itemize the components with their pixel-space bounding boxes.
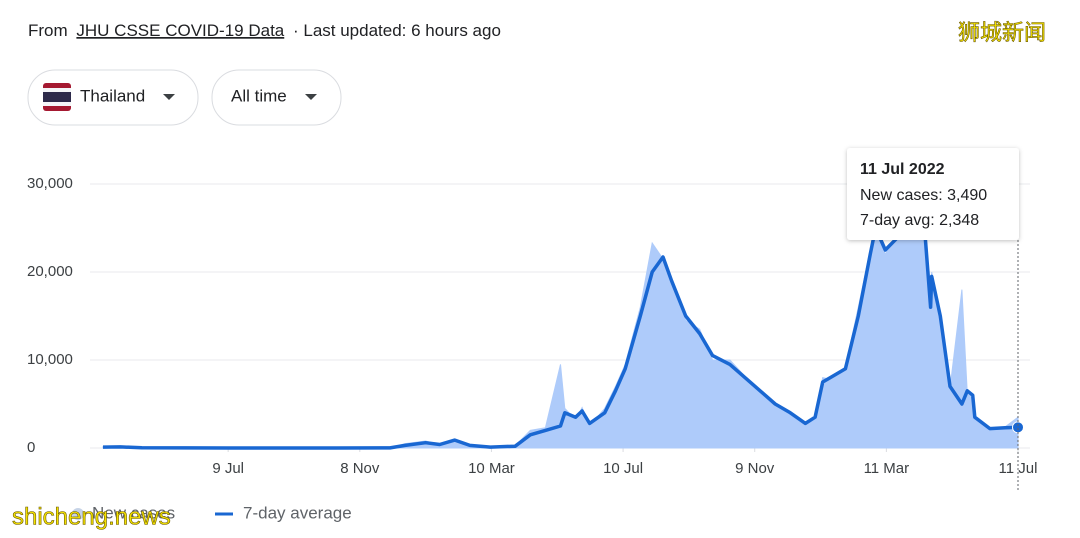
legend: New cases 7-day average xyxy=(72,503,352,522)
region-label: Thailand xyxy=(80,86,145,105)
legend-swatch xyxy=(72,508,84,520)
legend-label: New cases xyxy=(92,503,175,522)
watermark: shicheng.news xyxy=(12,503,171,530)
tooltip-line: 7-day avg: 2,348 xyxy=(860,212,979,229)
x-tick-label: 10 Mar xyxy=(468,460,515,477)
button-frame xyxy=(211,69,342,126)
period-button[interactable]: All time xyxy=(211,69,342,126)
button-frame xyxy=(27,69,199,126)
source-line: From JHU CSSE COVID-19 Data · Last updat… xyxy=(28,21,501,40)
hover-dot xyxy=(1012,421,1024,434)
y-tick-label: 0 xyxy=(27,439,35,456)
y-tick-label: 20,000 xyxy=(27,263,73,280)
updated: · Last updated: 6 hours ago xyxy=(293,21,501,40)
source-prefix: From xyxy=(28,21,68,40)
y-tick-label: 10,000 xyxy=(27,351,73,368)
period-label: All time xyxy=(231,86,287,105)
x-tick-label: 9 Nov xyxy=(735,460,775,477)
x-tick-label: 10 Jul xyxy=(603,460,643,477)
region-button[interactable]: Thailand xyxy=(27,69,199,126)
x-tick-label: 11 Mar xyxy=(864,460,910,477)
dropdown-arrow xyxy=(305,94,317,100)
flag xyxy=(43,83,71,111)
x-tick-label: 9 Jul xyxy=(212,460,244,477)
legend-label: 7-day average xyxy=(243,503,352,522)
dropdown-arrow xyxy=(163,94,175,100)
source-link[interactable]: JHU CSSE COVID-19 Data xyxy=(76,21,284,40)
tooltip: 11 Jul 2022 New cases: 3,490 7-day avg: … xyxy=(847,148,1019,240)
tooltip-title: 11 Jul 2022 xyxy=(860,161,945,178)
line xyxy=(102,217,1019,450)
area xyxy=(102,213,1019,449)
tooltip-box xyxy=(847,148,1019,240)
x-tick-label: 8 Nov xyxy=(340,460,380,477)
tooltip-line: New cases: 3,490 xyxy=(860,187,987,204)
watermark: 狮城新闻 xyxy=(958,20,1046,45)
y-tick-label: 30,000 xyxy=(27,175,73,192)
